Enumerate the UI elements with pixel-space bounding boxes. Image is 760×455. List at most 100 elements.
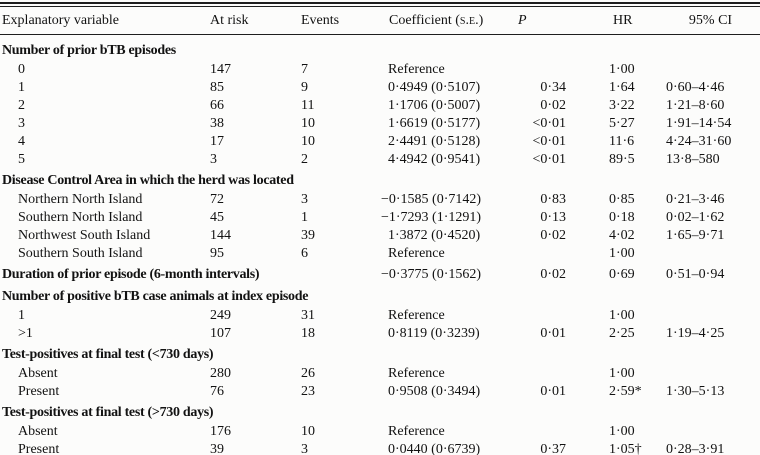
cell-hr: 0·18 bbox=[609, 210, 635, 225]
cell-at-risk: 17 bbox=[210, 134, 224, 149]
cell-events: 6 bbox=[301, 246, 308, 261]
cell-ci: 0·28–3·91 bbox=[666, 442, 725, 455]
cell-p bbox=[511, 365, 605, 383]
cell-p bbox=[511, 245, 605, 263]
col-header-hazard-ratio: HR bbox=[605, 7, 665, 35]
row-label: 1 bbox=[18, 80, 25, 95]
top-double-rule bbox=[0, 2, 760, 7]
col-header-coefficient: Coefficient (s.e.) bbox=[383, 7, 511, 35]
table-body: Number of prior bTB episodes 0 147 7 Referen… bbox=[0, 35, 760, 455]
row-label: >1 bbox=[18, 326, 33, 341]
cell-hr: 2·25 bbox=[609, 326, 635, 341]
table-row: Southern North Island 45 1 −1·7293 (1·1291)… bbox=[0, 209, 760, 227]
cell-ci: 1·30–5·13 bbox=[666, 384, 725, 399]
row-label: 2 bbox=[18, 98, 25, 113]
cell-events: 11 bbox=[301, 98, 315, 113]
table-row: 4 17 10 2·4491 (0·5128) <0·01 11·6 4·24–31·60 bbox=[0, 133, 760, 151]
cell-hr: 1·00 bbox=[609, 62, 635, 77]
col-header-explanatory-variable: Explanatory variable bbox=[0, 7, 205, 35]
cell-at-risk: 45 bbox=[210, 210, 224, 225]
cell-ci bbox=[665, 245, 760, 263]
cell-coef: −0·3775 (0·1562) bbox=[381, 267, 482, 282]
cell-coef: −0·1585 (0·7142) bbox=[381, 192, 482, 207]
cell-coef: Reference bbox=[388, 424, 445, 439]
cell-events: 23 bbox=[301, 384, 315, 399]
cell-events: 31 bbox=[301, 308, 315, 323]
table-row: 2 66 11 1·1706 (0·5007) 0·02 3·22 1·21–8·60 bbox=[0, 97, 760, 115]
row-label: Northern North Island bbox=[18, 192, 143, 207]
cell-p: 0·34 bbox=[540, 80, 566, 95]
cell-hr: 0·69 bbox=[609, 267, 635, 282]
cell-events: 9 bbox=[301, 80, 308, 95]
table-row: 0 147 7 Reference 1·00 bbox=[0, 61, 760, 79]
cell-at-risk: 72 bbox=[210, 192, 224, 207]
cell-at-risk: 107 bbox=[210, 326, 231, 341]
cell-at-risk: 39 bbox=[210, 442, 224, 455]
cell-at-risk: 3 bbox=[210, 152, 217, 167]
col-header-confidence-interval: 95% CI bbox=[665, 7, 760, 35]
header-row: Explanatory variable At risk Events Coef… bbox=[0, 7, 760, 35]
cell-hr: 1·00 bbox=[609, 308, 635, 323]
cell-ci: 0·02–1·62 bbox=[666, 210, 725, 225]
cell-p: <0·01 bbox=[532, 134, 566, 149]
cell-events: 1 bbox=[301, 210, 308, 225]
cell-coef: −1·7293 (1·1291) bbox=[381, 210, 482, 225]
cell-hr: 1·00 bbox=[609, 246, 635, 261]
row-label: Present bbox=[18, 384, 60, 399]
cell-events: 10 bbox=[301, 424, 315, 439]
cell-p: 0·02 bbox=[540, 267, 566, 282]
section-title: Test-positives at final test (<730 days) bbox=[2, 347, 214, 362]
coefficient-label: Coefficient bbox=[389, 12, 452, 28]
cell-ci: 0·60–4·46 bbox=[666, 80, 725, 95]
section-title-row: Number of positive bTB case animals at i… bbox=[0, 285, 760, 307]
row-label: Present bbox=[18, 442, 60, 455]
row-label: Absent bbox=[18, 424, 58, 439]
row-label: 5 bbox=[18, 152, 25, 167]
cell-coef: Reference bbox=[388, 246, 445, 261]
cell-coef: Reference bbox=[388, 308, 445, 323]
cell-ci: 1·19–4·25 bbox=[666, 326, 725, 341]
section-title-row: Test-positives at final test (<730 days) bbox=[0, 343, 760, 365]
cell-hr: 89·5 bbox=[609, 152, 635, 167]
cell-p: 0·01 bbox=[540, 326, 566, 341]
table-row: Present 76 23 0·9508 (0·3494) 0·01 2·59* 1·30–… bbox=[0, 383, 760, 401]
table-row: >1 107 18 0·8119 (0·3239) 0·01 2·25 1·19–4·25 bbox=[0, 325, 760, 343]
cell-p bbox=[511, 307, 605, 325]
row-label: 3 bbox=[18, 116, 25, 131]
cell-coef: Reference bbox=[388, 366, 445, 381]
col-header-p-value: P bbox=[511, 7, 605, 35]
cell-events: 39 bbox=[301, 228, 315, 243]
cell-at-risk: 85 bbox=[210, 80, 224, 95]
cell-hr: 4·02 bbox=[609, 228, 635, 243]
section-title-row: Duration of prior episode (6-month inter… bbox=[0, 263, 760, 285]
cell-hr: 11·6 bbox=[609, 134, 635, 149]
table-row: 5 3 2 4·4942 (0·9541) <0·01 89·5 13·8–580 bbox=[0, 151, 760, 169]
cell-events: 18 bbox=[301, 326, 315, 341]
cell-at-risk: 76 bbox=[210, 384, 224, 399]
cell-p: 0·02 bbox=[540, 98, 566, 113]
cell-at-risk: 38 bbox=[210, 116, 224, 131]
table-header: Explanatory variable At risk Events Coef… bbox=[0, 7, 760, 35]
cell-p: 0·83 bbox=[540, 192, 566, 207]
section-title-row: Number of prior bTB episodes bbox=[0, 35, 760, 62]
se-label: (s.e.) bbox=[455, 12, 484, 28]
cell-hr: 1·05† bbox=[609, 442, 642, 455]
table-row: Absent 176 10 Reference 1·00 bbox=[0, 423, 760, 441]
table-row: Northern North Island 72 3 −0·1585 (0·7142)… bbox=[0, 191, 760, 209]
table-row: 3 38 10 1·6619 (0·5177) <0·01 5·27 1·91–14·54 bbox=[0, 115, 760, 133]
cell-coef: 0·8119 (0·3239) bbox=[388, 326, 480, 341]
cell-coef: 0·9508 (0·3494) bbox=[388, 384, 481, 399]
cell-ci bbox=[665, 307, 760, 325]
row-label: Southern North Island bbox=[18, 210, 143, 225]
row-label: 1 bbox=[18, 308, 25, 323]
cell-ci: 0·51–0·94 bbox=[666, 267, 725, 282]
cell-hr: 1·64 bbox=[609, 80, 635, 95]
cell-events: 26 bbox=[301, 366, 315, 381]
cell-hr: 5·27 bbox=[609, 116, 635, 131]
cell-ci: 4·24–31·60 bbox=[666, 134, 732, 149]
cell-events: 7 bbox=[301, 62, 308, 77]
cell-at-risk: 95 bbox=[210, 246, 224, 261]
section-title-row: Disease Control Area in which the herd w… bbox=[0, 169, 760, 191]
section-title: Disease Control Area in which the herd w… bbox=[2, 173, 294, 188]
cell-coef: 2·4491 (0·5128) bbox=[388, 134, 481, 149]
